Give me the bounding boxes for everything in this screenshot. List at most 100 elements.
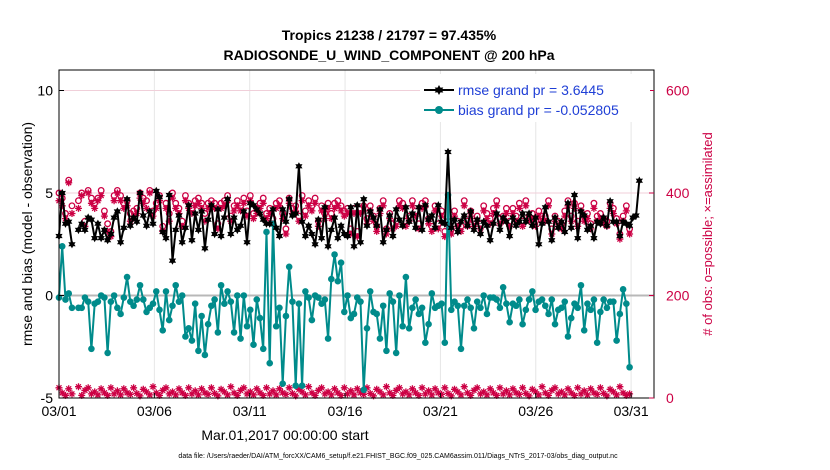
bias-point-35: [169, 302, 176, 310]
obs-assimilated-30: [152, 204, 160, 212]
obs-assimilated-93: [357, 210, 364, 217]
obs-low-172: [613, 391, 621, 399]
obs-low-31: [156, 391, 163, 399]
obs-low-96: [366, 389, 374, 397]
y2-tick-label-1: 200: [666, 288, 690, 304]
bias-point-1: [58, 243, 66, 250]
bias-point-9: [84, 298, 92, 305]
obs-assimilated-109: [408, 202, 416, 210]
bias-point-87: [337, 259, 345, 267]
rmse-point-139: [506, 231, 514, 241]
obs-low-16: [107, 384, 115, 392]
obs-assimilated-28: [146, 189, 154, 197]
bias-point-95: [363, 325, 371, 332]
bias-point-112: [418, 304, 426, 312]
obs-assimilated-106: [399, 204, 407, 212]
rmse-point-104: [392, 205, 400, 214]
bias-point-59: [246, 306, 254, 314]
y2-axis: 0 200 400 600: [649, 83, 690, 406]
obs-assimilated-115: [428, 227, 436, 235]
obs-low-164: [587, 385, 595, 393]
obs-low-50: [217, 385, 225, 393]
obs-assimilated-112: [418, 204, 426, 212]
obs-assimilated-4: [68, 210, 76, 217]
bias-point-23: [130, 302, 137, 310]
obs-low-106: [399, 390, 407, 398]
bias-point-43: [195, 347, 202, 355]
rmse-point-115: [428, 211, 436, 220]
obs-low-146: [528, 385, 536, 393]
bias-point-126: [464, 296, 471, 303]
bias-point-118: [438, 300, 445, 308]
rmse-point-145: [525, 209, 533, 218]
obs-assimilated-100: [379, 202, 387, 210]
obs-low-157: [564, 385, 572, 393]
rmse-point-153: [551, 213, 559, 222]
obs-low-124: [457, 391, 465, 399]
bias-point-25: [136, 281, 144, 289]
bias-point-16: [107, 298, 115, 305]
obs-assimilated-125: [460, 202, 468, 210]
rmse-point-171: [609, 217, 617, 226]
obs-low-173: [616, 383, 624, 391]
x-tick-label-4: 03/21: [423, 403, 458, 419]
obs-low-137: [499, 390, 507, 398]
obs-low-111: [415, 391, 423, 399]
obs-low-102: [386, 389, 394, 397]
obs-low-83: [324, 388, 332, 396]
rmse-point-42: [191, 209, 199, 218]
rmse-point-103: [389, 231, 397, 241]
bias-point-82: [321, 296, 329, 303]
obs-low-34: [165, 390, 173, 398]
bias-point-3: [65, 290, 73, 297]
bias-point-70: [282, 312, 290, 320]
bias-point-37: [175, 298, 183, 305]
obs-assimilated-50: [217, 204, 225, 212]
obs-low-64: [263, 384, 270, 392]
obs-low-130: [477, 390, 484, 398]
bias-point-108: [405, 325, 413, 332]
obs-low-54: [230, 389, 238, 397]
obs-low-144: [522, 389, 530, 397]
obs-assimilated-150: [541, 217, 549, 225]
bias-point-119: [441, 339, 449, 346]
rmse-point-33: [162, 233, 170, 243]
obs-assimilated-79: [311, 199, 319, 207]
rmse-point-154: [554, 223, 562, 232]
obs-low-99: [376, 388, 384, 396]
rmse-point-30: [152, 186, 160, 196]
bias-point-57: [240, 292, 248, 299]
rmse-point-56: [236, 221, 245, 230]
rmse-point-52: [223, 195, 232, 204]
obs-low-122: [451, 385, 458, 393]
obs-assimilated-13: [97, 192, 105, 200]
obs-low-17: [110, 390, 118, 398]
rmse-point-100: [379, 238, 387, 247]
bias-point-103: [389, 298, 397, 305]
rmse-point-163: [583, 225, 592, 235]
rmse-point-128: [470, 225, 478, 235]
bias-point-18: [114, 304, 121, 312]
obs-low-14: [100, 389, 108, 397]
rmse-point-27: [142, 221, 151, 230]
obs-low-100: [379, 391, 387, 399]
bias-point-94: [360, 386, 368, 394]
rmse-point-178: [632, 211, 640, 220]
rmse-point-71: [285, 195, 293, 204]
obs-assimilated-117: [434, 225, 442, 233]
obs-assimilated-141: [512, 217, 520, 225]
obs-assimilated-51: [220, 202, 228, 210]
bias-point-104: [392, 349, 400, 357]
obs-low-133: [486, 385, 494, 393]
obs-assimilated-62: [256, 204, 264, 212]
bias-point-60: [250, 341, 257, 349]
bias-point-146: [529, 288, 536, 295]
obs-low-8: [81, 386, 89, 394]
bias-point-127: [467, 304, 475, 312]
obs-low-35: [169, 388, 176, 396]
rmse-point-161: [577, 207, 585, 216]
obs-low-56: [237, 386, 245, 394]
rmse-point-55: [233, 225, 241, 235]
rmse-point-133: [486, 236, 494, 245]
